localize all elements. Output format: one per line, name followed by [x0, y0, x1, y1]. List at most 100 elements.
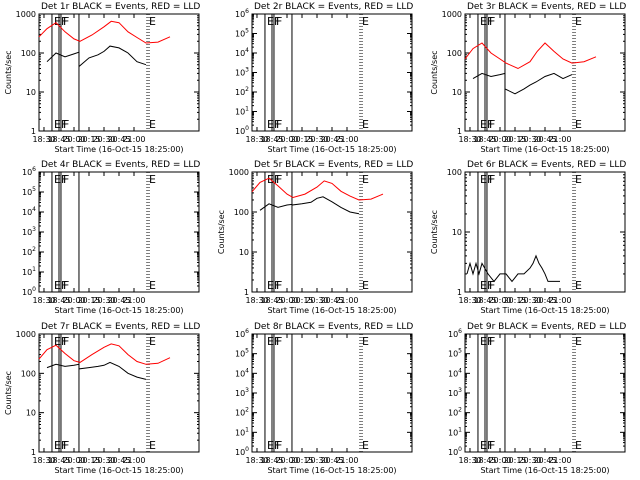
x-tick-label: 20:45: [320, 296, 343, 305]
marker-label-top: F: [274, 15, 280, 28]
y-tick-label: 101: [235, 426, 249, 437]
x-tick-label: 20:15: [503, 296, 526, 305]
y-tick-label: 102: [235, 86, 249, 97]
y-tick-label: 106: [22, 166, 36, 177]
marker-label-top: E: [267, 15, 274, 28]
marker-label-top: E: [575, 15, 582, 28]
y-tick-label: 104: [235, 367, 249, 378]
plot-frame: [464, 13, 626, 132]
marker-label-bottom: F: [276, 118, 282, 131]
x-tick-label: 21:00: [548, 135, 571, 144]
x-tick-label: 20:00: [62, 456, 85, 465]
x-axis-label: Start Time (16-Oct-15 18:25:00): [267, 306, 396, 315]
marker-label-top: F: [276, 335, 282, 348]
marker-label-bottom: F: [487, 118, 493, 131]
marker-label-top: E: [362, 15, 369, 28]
x-tick-label: 21:00: [122, 456, 145, 465]
marker-label-bottom: F: [489, 279, 495, 292]
series-line-events: [472, 72, 573, 95]
x-tick-label: 18:45: [47, 135, 70, 144]
panel-det-7r: Det 7r BLACK = Events, RED = LLD 18:3018:…: [4, 322, 200, 475]
marker-label-top: F: [274, 173, 280, 186]
y-tick-label: 1: [31, 127, 36, 136]
y-tick-label: 102: [22, 246, 36, 257]
marker-label-top: E: [149, 15, 156, 28]
y-tick-label: 100: [235, 125, 249, 136]
panel-title: Det 5r BLACK = Events, RED = LLD: [254, 160, 413, 170]
series-line-events: [46, 45, 147, 68]
y-tick-label: 1: [457, 127, 462, 136]
y-tick-label: 10: [239, 248, 249, 257]
panel-title: Det 6r BLACK = Events, RED = LLD: [467, 160, 626, 170]
x-tick-label: 18:30: [32, 296, 55, 305]
x-tick-label: 18:45: [473, 135, 496, 144]
marker-label-top: F: [489, 335, 495, 348]
y-tick-label: 1: [31, 448, 36, 457]
marker-label-bottom: E: [149, 118, 156, 131]
x-tick-label: 20:45: [533, 296, 556, 305]
marker-label-top: F: [487, 173, 493, 186]
panel-det-3r: Det 3r BLACK = Events, RED = LLD 18:3018:…: [430, 2, 626, 154]
panel-title: Det 7r BLACK = Events, RED = LLD: [41, 322, 200, 332]
y-tick-label: 100: [447, 49, 462, 58]
marker-label-bottom: E: [362, 439, 369, 452]
y-tick-label: 1000: [229, 168, 249, 177]
marker-label-top: F: [487, 15, 493, 28]
marker-label-top: E: [480, 335, 487, 348]
marker-label-bottom: E: [54, 439, 61, 452]
panel-det-8r: Det 8r BLACK = Events, RED = LLD 18:3018:…: [235, 322, 413, 475]
y-tick-label: 100: [447, 168, 462, 177]
marker-label-bottom: E: [480, 118, 487, 131]
marker-label-bottom: F: [274, 439, 280, 452]
panel-title: Det 1r BLACK = Events, RED = LLD: [41, 2, 200, 12]
marker-label-bottom: F: [487, 279, 493, 292]
marker-label-bottom: E: [575, 279, 582, 292]
marker-label-bottom: F: [61, 279, 67, 292]
series-line-lld: [464, 42, 597, 70]
y-axis-label: Counts/sec: [217, 210, 226, 254]
panel-title: Det 9r BLACK = Events, RED = LLD: [467, 322, 626, 332]
x-tick-label: 20:30: [92, 135, 115, 144]
plot-frame: [38, 171, 200, 293]
x-tick-label: 20:00: [62, 296, 85, 305]
x-axis-label: Start Time (16-Oct-15 18:25:00): [480, 306, 609, 315]
marker-label-top: E: [480, 173, 487, 186]
marker-label-bottom: F: [63, 279, 69, 292]
marker-label-top: E: [54, 173, 61, 186]
y-tick-label: 103: [448, 387, 462, 398]
x-tick-label: 20:00: [488, 456, 511, 465]
marker-label-top: F: [276, 15, 282, 28]
x-tick-label: 20:00: [275, 456, 298, 465]
y-axis-label: Counts/sec: [4, 371, 13, 415]
x-tick-label: 20:45: [320, 456, 343, 465]
x-tick-label: 20:45: [107, 135, 130, 144]
marker-label-top: F: [61, 335, 67, 348]
series-line-lld: [251, 177, 384, 201]
y-tick-label: 1000: [442, 10, 462, 19]
y-tick-label: 104: [448, 367, 462, 378]
series-line-lld: [38, 343, 171, 365]
y-tick-label: 106: [235, 328, 249, 339]
x-axis-label: Start Time (16-Oct-15 18:25:00): [480, 466, 609, 475]
x-tick-label: 20:15: [290, 135, 313, 144]
x-tick-label: 20:15: [503, 135, 526, 144]
marker-label-top: E: [575, 335, 582, 348]
x-axis-label: Start Time (16-Oct-15 18:25:00): [480, 145, 609, 154]
marker-label-bottom: F: [61, 118, 67, 131]
marker-label-bottom: F: [63, 439, 69, 452]
y-tick-label: 102: [448, 407, 462, 418]
series-line-events: [466, 254, 560, 283]
x-tick-label: 18:30: [32, 135, 55, 144]
x-axis-label: Start Time (16-Oct-15 18:25:00): [267, 145, 396, 154]
x-tick-label: 20:45: [320, 135, 343, 144]
plot-frame: [251, 333, 413, 453]
y-tick-label: 104: [22, 206, 36, 217]
panel-title: Det 2r BLACK = Events, RED = LLD: [254, 2, 413, 12]
x-tick-label: 18:30: [458, 135, 481, 144]
marker-label-bottom: E: [362, 118, 369, 131]
x-tick-label: 20:15: [290, 296, 313, 305]
y-tick-label: 1: [244, 288, 249, 297]
marker-label-bottom: E: [267, 439, 274, 452]
marker-label-bottom: F: [489, 118, 495, 131]
x-tick-label: 20:30: [518, 456, 541, 465]
